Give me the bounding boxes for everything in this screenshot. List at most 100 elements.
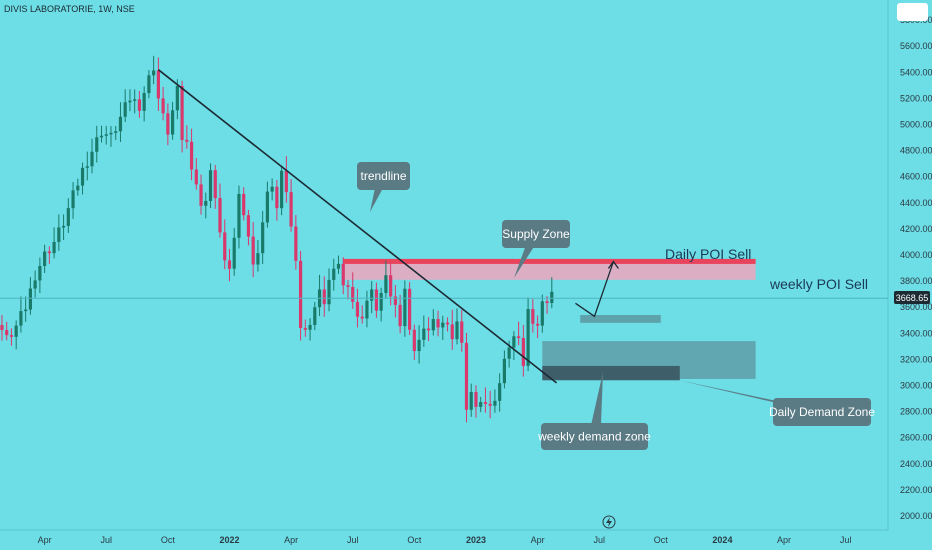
candle-body bbox=[227, 260, 232, 269]
time-axis: Apr Jul Oct 2022 Apr Jul Oct 2023 Apr Jul Oct 2024 A… bbox=[38, 535, 852, 545]
candle-body bbox=[175, 86, 179, 111]
candle-body bbox=[189, 141, 194, 170]
price-tick-label: 4400.00 bbox=[900, 198, 932, 208]
daily-demand-callout-label: Daily Demand Zone bbox=[769, 405, 875, 419]
candle-body bbox=[71, 190, 75, 209]
candle-body bbox=[479, 402, 483, 407]
price-tick-label: 3800.00 bbox=[900, 276, 932, 286]
candle-body bbox=[284, 170, 288, 193]
price-tick-label: 3000.00 bbox=[900, 381, 932, 391]
candle-body bbox=[431, 319, 435, 331]
candle-body bbox=[270, 186, 274, 192]
time-tick-label: Jul bbox=[100, 535, 112, 545]
candle-body bbox=[185, 139, 189, 142]
candle-body bbox=[308, 324, 312, 330]
candle-body bbox=[464, 342, 469, 410]
trendline-callout-box bbox=[357, 162, 410, 190]
candle-body bbox=[114, 131, 118, 133]
candle-body bbox=[95, 137, 99, 152]
candle-body bbox=[90, 151, 94, 167]
candle-body bbox=[223, 232, 227, 261]
price-tick-label: 4200.00 bbox=[900, 224, 932, 234]
candle-body bbox=[517, 336, 521, 338]
candle-body bbox=[545, 301, 549, 304]
lightning-icon[interactable] bbox=[602, 515, 616, 529]
candle-body bbox=[398, 304, 402, 327]
candle-body bbox=[265, 191, 269, 223]
last-price-tag bbox=[894, 291, 930, 304]
candle-body bbox=[280, 170, 284, 209]
candle-body bbox=[455, 321, 459, 340]
candle-body bbox=[298, 260, 303, 328]
supply-zone-callout-box bbox=[502, 220, 570, 248]
projection-arrowhead bbox=[607, 260, 619, 269]
candle-body bbox=[389, 275, 393, 297]
candle-body bbox=[109, 132, 113, 135]
candle-body bbox=[19, 311, 23, 326]
zones-layer bbox=[343, 258, 756, 381]
candle-body bbox=[14, 325, 18, 337]
callouts-layer: trendline Supply Zone weekly demand zone Da… bbox=[357, 162, 875, 450]
candle-body bbox=[313, 307, 317, 325]
candle-body bbox=[275, 186, 279, 209]
last-price-value: 3668.65 bbox=[896, 293, 929, 303]
candle-body bbox=[99, 135, 104, 138]
candle-body bbox=[246, 215, 251, 237]
candle-body bbox=[128, 100, 132, 103]
candle-body bbox=[351, 286, 355, 302]
candle-body bbox=[171, 110, 175, 135]
candle-body bbox=[142, 93, 146, 111]
time-tick-label: Apr bbox=[531, 535, 545, 545]
candle-body bbox=[498, 383, 502, 401]
candle-body bbox=[384, 275, 388, 293]
weekly-demand-callout-tail bbox=[588, 372, 603, 437]
currency-selector[interactable] bbox=[897, 3, 928, 21]
candle-body bbox=[474, 392, 478, 407]
price-tick-label: 5200.00 bbox=[900, 93, 932, 103]
candle-body bbox=[133, 99, 137, 101]
candle-body bbox=[483, 402, 488, 404]
trendline-callout-label: trendline bbox=[360, 169, 406, 183]
candle-body bbox=[104, 134, 108, 136]
candle-body bbox=[180, 86, 184, 140]
candle-body bbox=[76, 185, 80, 191]
candle-body bbox=[488, 403, 492, 406]
candle-body bbox=[370, 289, 374, 301]
candle-body bbox=[422, 328, 426, 340]
candle-body bbox=[5, 330, 9, 336]
candle-body bbox=[393, 296, 397, 305]
candle-body bbox=[322, 289, 326, 305]
weekly-demand-zone bbox=[542, 365, 680, 381]
candle-body bbox=[360, 316, 364, 319]
candle-body bbox=[469, 392, 473, 410]
candle-body bbox=[152, 70, 156, 76]
lines-layer bbox=[0, 69, 888, 384]
candle-body bbox=[208, 170, 213, 201]
candle-body bbox=[531, 309, 535, 324]
daily-demand-callout-box bbox=[773, 398, 871, 426]
candle-body bbox=[161, 98, 165, 114]
candle-body bbox=[450, 324, 454, 340]
candle-body bbox=[166, 113, 170, 135]
price-tick-label: 3600.00 bbox=[900, 302, 932, 312]
weekly-demand-callout: weekly demand zone bbox=[537, 372, 651, 450]
price-tick-label: 4000.00 bbox=[900, 250, 932, 260]
candle-body bbox=[441, 322, 445, 328]
candle-body bbox=[147, 75, 151, 94]
candle-body bbox=[336, 263, 341, 269]
candle-body bbox=[332, 268, 336, 280]
candle-body bbox=[232, 237, 236, 269]
price-tick-label: 2800.00 bbox=[900, 407, 932, 417]
time-tick-label: Jul bbox=[347, 535, 359, 545]
price-tick-label: 5000.00 bbox=[900, 120, 932, 130]
price-tick-label: 2400.00 bbox=[900, 459, 932, 469]
candle-body bbox=[85, 166, 89, 168]
candle-body bbox=[355, 301, 360, 317]
price-tick-label: 2000.00 bbox=[900, 511, 932, 521]
candle-body bbox=[66, 208, 70, 226]
time-tick-label: Jul bbox=[593, 535, 605, 545]
candle-body bbox=[47, 251, 51, 254]
candle-body bbox=[9, 335, 14, 337]
price-tick-label: 5600.00 bbox=[900, 41, 932, 51]
